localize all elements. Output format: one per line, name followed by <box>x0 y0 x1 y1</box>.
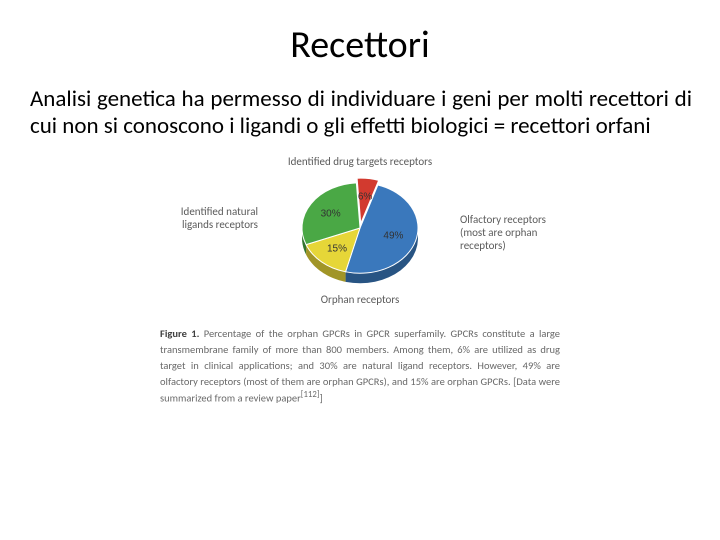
figure-caption: Figure 1. Percentage of the orphan GPCRs… <box>160 326 560 406</box>
pie-label-right-l1: Olfactory receptors <box>460 213 546 226</box>
svg-text:6%: 6% <box>358 192 373 203</box>
pie-label-right: Olfactory receptors (most are orphan rec… <box>460 214 590 252</box>
caption-label: Figure 1. <box>160 327 199 340</box>
figure-area: Identified drug targets receptors Identi… <box>0 162 720 406</box>
body-paragraph: Analisi genetica ha permesso di individu… <box>0 86 720 140</box>
slide: Recettori Analisi genetica ha permesso d… <box>0 0 720 540</box>
caption-text: Percentage of the orphan GPCRs in GPCR s… <box>160 327 560 405</box>
pie-label-bottom: Orphan receptors <box>0 294 720 307</box>
caption-tail: ] <box>319 392 322 405</box>
svg-text:49%: 49% <box>383 231 403 242</box>
pie-label-left: Identified natural ligands receptors <box>148 206 258 231</box>
pie-label-top: Identified drug targets receptors <box>0 156 720 169</box>
caption-ref: [112] <box>301 390 320 400</box>
pie-label-right-l2: (most are orphan <box>460 226 537 239</box>
page-title: Recettori <box>0 0 720 86</box>
svg-text:15%: 15% <box>327 244 347 255</box>
pie-label-left-l1: Identified natural <box>181 205 258 218</box>
pie-chart-container: Identified drug targets receptors Identi… <box>0 162 720 312</box>
pie-label-right-l3: receptors) <box>460 239 506 252</box>
pie-chart: 49% 15% 30% 6% <box>260 162 460 312</box>
pie-label-left-l2: ligands receptors <box>182 218 258 231</box>
svg-text:30%: 30% <box>321 209 341 220</box>
